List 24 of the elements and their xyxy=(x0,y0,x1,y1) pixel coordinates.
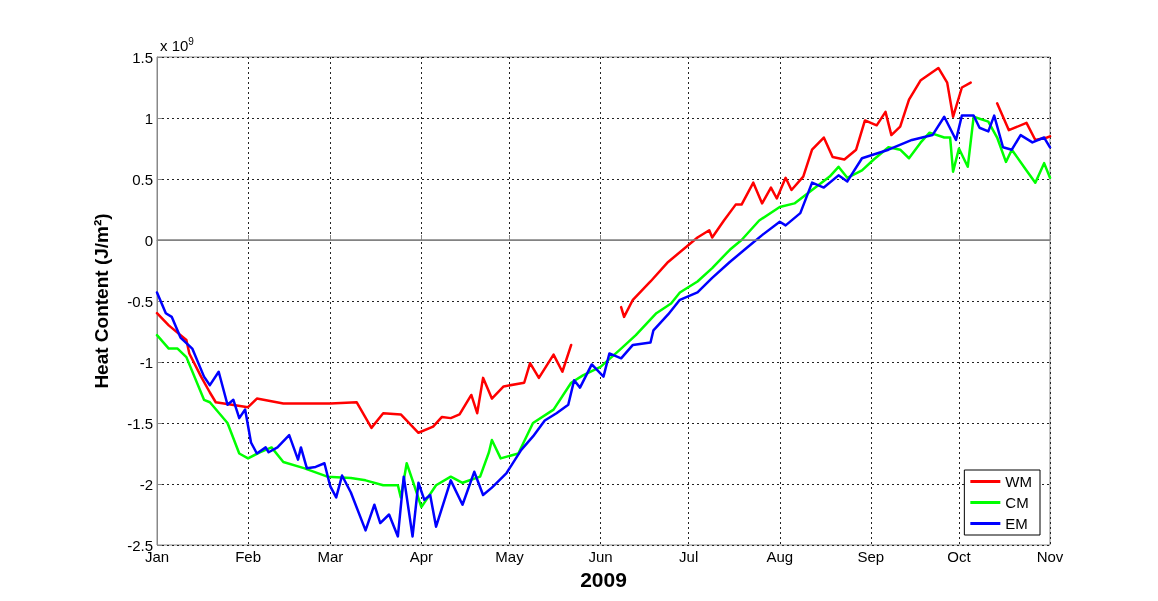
y-tick-label: 0 xyxy=(144,231,153,249)
x-tick-label: May xyxy=(495,548,525,565)
x-tick-label: Nov xyxy=(1036,548,1064,565)
y-tick-label: -1.5 xyxy=(127,414,153,432)
x-tick-label: Mar xyxy=(317,548,344,565)
y-tick-label: 0.5 xyxy=(132,170,153,188)
x-tick-label: Jul xyxy=(679,548,699,565)
legend-label: EM xyxy=(1005,515,1028,532)
y-tick-label: -1 xyxy=(139,353,153,371)
y-tick-label: -0.5 xyxy=(127,292,153,310)
x-tick-label: Feb xyxy=(235,548,261,565)
legend-label: WM xyxy=(1005,473,1032,490)
y-tick-label: 1.5 xyxy=(132,48,153,66)
y-tick-label: -2 xyxy=(139,475,153,493)
text: x 10$^{9}$ xyxy=(160,36,194,54)
x-tick-label: Jun xyxy=(588,548,613,565)
x-tick-label: Aug xyxy=(766,548,794,565)
y-axis-title: Heat Content (J/m²) xyxy=(91,213,112,389)
x-tick-label: Sep xyxy=(857,548,885,565)
x-tick-label: Oct xyxy=(947,548,972,565)
x-axis-title: 2009 xyxy=(580,568,627,591)
x-tick-label: Apr xyxy=(409,548,434,565)
legend-label: CM xyxy=(1005,494,1029,511)
y-tick-label: 1 xyxy=(144,109,153,127)
